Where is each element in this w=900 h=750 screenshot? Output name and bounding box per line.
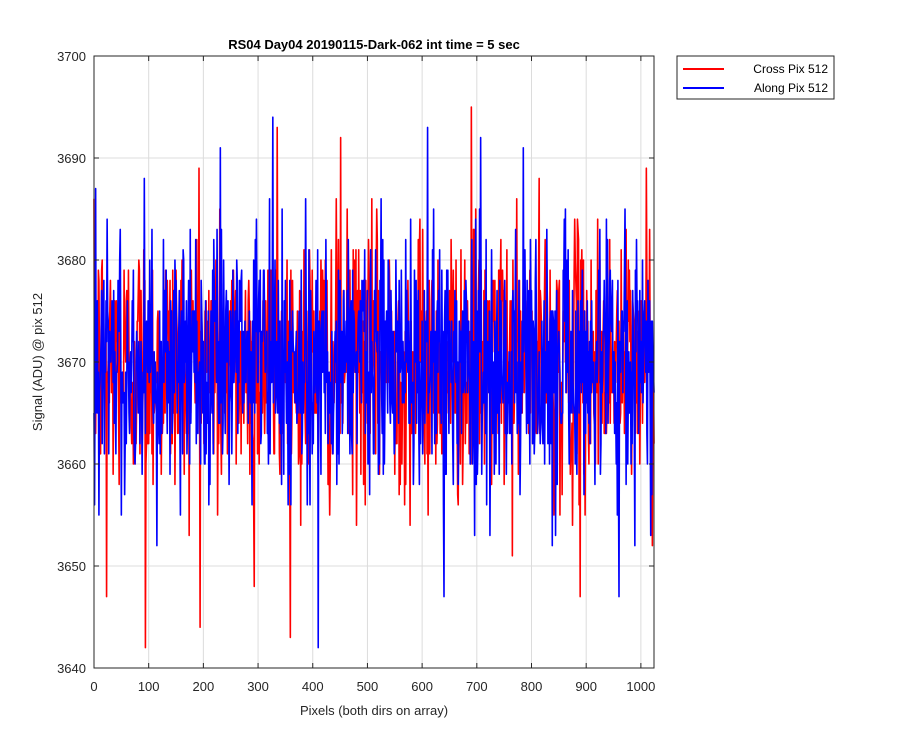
- series-line-along-pix-512: [93, 116, 655, 649]
- x-tick-label: 800: [521, 679, 543, 694]
- legend-label-along: Along Pix 512: [754, 81, 828, 95]
- legend: Cross Pix 512 Along Pix 512: [676, 55, 835, 100]
- y-tick-label: 3670: [57, 355, 86, 370]
- x-tick-label: 600: [411, 679, 433, 694]
- y-tick-label: 3680: [57, 253, 86, 268]
- y-axis-label: Signal (ADU) @ pix 512: [30, 293, 45, 431]
- x-tick-label: 200: [193, 679, 215, 694]
- x-tick-label: 500: [357, 679, 379, 694]
- y-tick-label: 3640: [57, 661, 86, 676]
- x-tick-label: 100: [138, 679, 160, 694]
- y-tick-label: 3690: [57, 151, 86, 166]
- x-tick-label: 300: [247, 679, 269, 694]
- x-tick-label: 900: [575, 679, 597, 694]
- x-tick-label: 700: [466, 679, 488, 694]
- x-tick-label: 1000: [626, 679, 655, 694]
- x-tick-label: 0: [90, 679, 97, 694]
- y-tick-label: 3650: [57, 559, 86, 574]
- y-tick-label: 3700: [57, 49, 86, 64]
- x-tick-label: 400: [302, 679, 324, 694]
- legend-box: [676, 55, 835, 100]
- y-tick-label: 3660: [57, 457, 86, 472]
- chart-title: RS04 Day04 20190115-Dark-062 int time = …: [228, 37, 520, 52]
- axis-ticks: 0 100 200 300 400 500 600 700 800 900 1000 3640 3650…: [57, 49, 655, 694]
- legend-label-cross: Cross Pix 512: [753, 62, 828, 76]
- x-axis-label: Pixels (both dirs on array): [300, 703, 448, 718]
- series-layer: [93, 106, 655, 649]
